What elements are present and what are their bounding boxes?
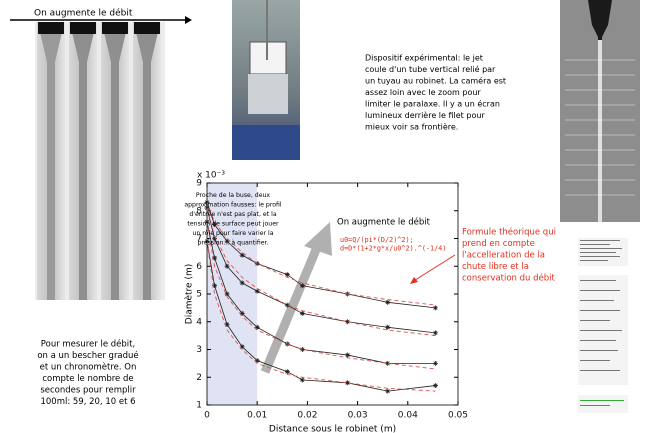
y-tick-label: 7 [196, 234, 202, 244]
data-marker [224, 291, 230, 297]
data-marker [224, 322, 230, 328]
y-tick-label: 1 [196, 401, 202, 411]
data-marker [385, 388, 391, 394]
data-marker [284, 369, 290, 375]
x-tick-label: 0.03 [348, 411, 368, 421]
data-marker [212, 222, 218, 228]
data-marker [254, 324, 260, 330]
measure-note: 100ml: 59, 20, 10 et 6 [40, 397, 135, 407]
measure-note: secondes pour remplir [40, 386, 136, 396]
highlight-region [207, 183, 258, 405]
data-marker [212, 283, 218, 289]
y-tick-label: 4 [196, 317, 202, 327]
formula-pointer-head [410, 277, 418, 284]
region-note: tension de surface peut jouer [187, 221, 279, 228]
data-marker [284, 302, 290, 308]
setup-caption: assez loin avec le zoom pour [365, 88, 481, 97]
data-line [206, 202, 436, 309]
x-axis-label: Distance sous le robinet (m) [269, 425, 396, 433]
data-marker [254, 288, 260, 294]
x-tick-label: 0.01 [247, 411, 267, 421]
measure-note: on a un bescher gradué [37, 350, 138, 361]
y-tick-label: 5 [196, 290, 202, 300]
measure-note: compte le nombre de [42, 374, 133, 384]
setup-caption: lumineux derrière le filet pour [365, 110, 485, 120]
x-tick-label: 0.05 [448, 411, 468, 421]
data-marker [345, 352, 351, 358]
data-marker [239, 252, 245, 258]
region-note: un rôle pour faire varier la [192, 229, 273, 237]
data-marker [299, 377, 305, 383]
theory-note: prend en compte [462, 239, 535, 249]
data-line [206, 241, 436, 392]
y-tick-label: 8 [196, 206, 202, 216]
data-line [206, 207, 436, 334]
data-marker [239, 344, 245, 350]
data-marker [432, 360, 438, 366]
data-marker [239, 280, 245, 286]
setup-photo [232, 0, 300, 160]
region-note: Proche de la buse, deux [196, 192, 271, 199]
measure-note: et un chronomètre. On [40, 362, 137, 373]
data-marker [299, 310, 305, 316]
theory-note: chute libre et la [462, 262, 529, 272]
y-axis-label: Diamètre (m) [184, 264, 195, 324]
data-marker [224, 263, 230, 269]
measure-note: Pour mesurer le débit, [41, 339, 135, 350]
y-tick-label: 3 [196, 345, 202, 355]
data-marker [239, 310, 245, 316]
theory-note: l'accelleration de la [462, 251, 545, 261]
arrow-note: On augmente le débit [337, 217, 431, 228]
theory-curve [206, 207, 436, 337]
y-tick-label: 9 [196, 179, 202, 189]
left-heading: On augmente le débit [34, 8, 133, 19]
data-marker [212, 255, 218, 261]
theory-curve [206, 221, 436, 370]
y-tick-label: 2 [196, 373, 202, 383]
theory-note: Formule théorique qui [462, 227, 556, 238]
trend-arrow [260, 243, 323, 374]
data-line [206, 221, 436, 364]
y-multiplier: x 10⁻³ [197, 171, 225, 181]
theory-note: conservation du débit [462, 273, 556, 284]
setup-caption: un tuyau au robinet. La caméra est [365, 76, 506, 86]
x-tick-label: 0.04 [398, 411, 418, 421]
region-note: pression... à quantifier. [198, 239, 269, 247]
data-marker [385, 299, 391, 305]
data-marker [299, 347, 305, 352]
data-marker [432, 305, 438, 311]
formula: u0=Q/(pi*(D/2)^2); [340, 236, 414, 244]
code-thumbnail [578, 238, 628, 413]
data-marker [432, 383, 438, 389]
jet-photos [35, 22, 165, 300]
trend-arrow-head [304, 222, 332, 256]
data-marker [345, 319, 351, 325]
formula: d=D*(1+2*g*x/u0^2).^(-1/4) [340, 245, 446, 253]
region-note: d'entrée n'est pas plat, et la [189, 210, 276, 218]
theory-curve [206, 202, 436, 306]
data-marker [224, 238, 230, 244]
region-note: approximation fausses: le profil [184, 202, 282, 209]
setup-caption: limiter le paralaxe. Il y a un écran [365, 99, 500, 109]
x-tick-label: 0.02 [297, 411, 317, 421]
formula-pointer [411, 254, 456, 283]
stream-photo [560, 0, 640, 222]
x-tick-label: 0 [204, 411, 210, 421]
setup-caption: mieux voir sa frontière. [365, 122, 458, 132]
data-marker [254, 358, 260, 364]
data-marker [284, 272, 290, 278]
data-marker [385, 324, 391, 330]
setup-caption: coule d'un tube vertical relié par [365, 64, 496, 74]
data-marker [212, 236, 218, 241]
theory-curve [206, 241, 436, 392]
setup-caption: Dispositif expérimental: le jet [365, 53, 483, 63]
data-marker [432, 330, 438, 336]
data-marker [345, 380, 351, 386]
data-marker [299, 283, 305, 289]
y-tick-label: 6 [196, 262, 202, 272]
flow-arrow-head [185, 16, 192, 24]
data-marker [385, 360, 391, 366]
